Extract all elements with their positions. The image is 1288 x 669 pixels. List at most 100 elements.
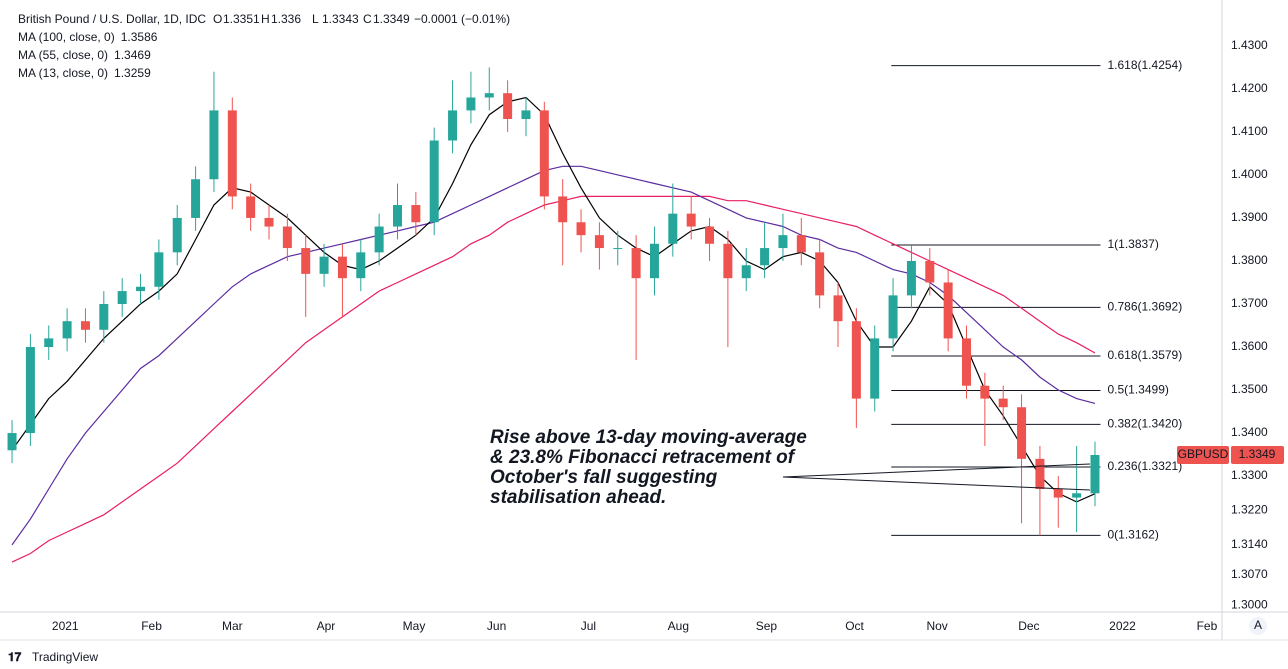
candle-body (613, 248, 623, 250)
x-tick-label: Nov (926, 619, 947, 633)
y-tick-label: 1.3300 (1231, 468, 1268, 482)
candle-body (558, 196, 568, 223)
scale-button-label[interactable]: A (1254, 618, 1262, 632)
candle-body (870, 338, 880, 399)
footer: 𝟏𝟕 TradingView A (0, 617, 1288, 664)
annotation-line: October's fall suggesting (490, 467, 718, 488)
candle-body (796, 235, 806, 253)
legend-name: MA (55, close, 0) (18, 48, 108, 62)
y-tick-label: 1.3400 (1231, 425, 1268, 439)
y-tick-label: 1.3140 (1231, 537, 1268, 551)
candle-body (851, 321, 861, 399)
candle-body (411, 205, 421, 223)
x-tick-label: May (403, 619, 426, 633)
candle-body (282, 226, 292, 249)
candle-body (649, 243, 659, 279)
candle-body (319, 256, 329, 274)
annotation-arrows (782, 463, 1091, 491)
x-tick-label: Jun (487, 619, 506, 633)
ohlc-label: O (213, 12, 222, 26)
candle-body (686, 213, 696, 227)
arrow (782, 463, 1091, 478)
ohlc-label: L (312, 12, 319, 26)
ohlc-value: 1.3351 (223, 12, 260, 26)
footer-brand: TradingView (32, 650, 98, 664)
footer-logo-mark: 𝟏𝟕 (8, 650, 22, 664)
legend-name: MA (100, close, 0) (18, 30, 115, 44)
symbol-label: GBPUSD (1178, 447, 1229, 461)
candle-body (337, 256, 347, 279)
candle-body (227, 110, 237, 197)
fib-label: 0.236(1.3321) (1107, 459, 1182, 473)
annotation-line: stabilisation ahead. (490, 487, 666, 508)
candle-body (1053, 488, 1063, 498)
legend-value: 1.3259 (114, 66, 151, 80)
y-tick-label: 1.4200 (1231, 81, 1268, 95)
candle-body (1072, 493, 1082, 498)
y-tick-label: 1.4000 (1231, 167, 1268, 181)
y-tick-label: 1.3800 (1231, 253, 1268, 267)
candle-body (484, 93, 494, 98)
chart-title: British Pound / U.S. Dollar, 1D, IDC (18, 12, 206, 26)
candle-body (576, 222, 586, 236)
candle-body (1090, 454, 1100, 494)
ohlc-value: 1.3349 (373, 12, 410, 26)
x-tick-label: Apr (317, 619, 336, 633)
candle-body (1017, 407, 1027, 459)
candle-body (25, 347, 35, 434)
fib-label: 0.786(1.3692) (1107, 300, 1182, 314)
x-tick-label: 2021 (52, 619, 79, 633)
candle-body (906, 260, 916, 296)
candle-body (668, 213, 678, 244)
candle-body (44, 338, 54, 348)
annotation-line: & 23.8% Fibonacci retracement of (490, 447, 796, 468)
candle-body (80, 321, 90, 330)
candle-body (392, 205, 402, 227)
fib-label: 0(1.3162) (1107, 528, 1158, 542)
axes: 1.4300 1.4200 1.4100 1.4000 1.3900 1.3800 1.37… (52, 38, 1284, 633)
fib-label: 0.382(1.3420) (1107, 417, 1182, 431)
candle-body (172, 217, 182, 253)
ohlc-label: C (363, 12, 372, 26)
x-tick-label: Feb (1197, 619, 1218, 633)
ohlc-label: H (261, 12, 270, 26)
ohlc-value: 1.336 (271, 12, 301, 26)
ma-line (11, 195, 1096, 563)
x-tick-label: Mar (222, 619, 243, 633)
candle-body (594, 235, 604, 249)
x-tick-label: Jul (581, 619, 596, 633)
last-price-label: 1.3349 (1239, 447, 1276, 461)
legend-name: MA (13, close, 0) (18, 66, 108, 80)
x-tick-label: Feb (141, 619, 162, 633)
candle-body (448, 110, 458, 141)
candle-body (209, 110, 219, 180)
x-tick-label: 2022 (1109, 619, 1136, 633)
candle-body (539, 110, 549, 197)
fibonacci: 1.618(1.4254) 1(1.3837) 0.786(1.3692) 0.618… (891, 58, 1182, 542)
fib-label: 1(1.3837) (1107, 237, 1158, 251)
candle-body (301, 248, 311, 274)
candle-body (374, 226, 384, 253)
candle-body (961, 338, 971, 386)
symbol-badge (1177, 445, 1229, 464)
annotation: Rise above 13-day moving-average& 23.8% … (490, 427, 807, 508)
candle-body (521, 110, 531, 120)
x-tick-label: Dec (1018, 619, 1039, 633)
candle-body (998, 398, 1008, 408)
y-tick-label: 1.3000 (1231, 597, 1268, 611)
arrow (782, 476, 1091, 491)
candle-body (815, 252, 825, 296)
candle-body (356, 252, 366, 279)
ohlc-value: 1.3343 (322, 12, 359, 26)
candle-body (117, 291, 127, 304)
x-tick-label: Oct (845, 619, 864, 633)
fib-label: 0.5(1.3499) (1107, 383, 1168, 397)
scale-button[interactable] (1249, 617, 1267, 635)
candle-body (1035, 458, 1045, 489)
candle-body (943, 282, 953, 339)
y-tick-label: 1.3700 (1231, 296, 1268, 310)
candle-body (429, 140, 439, 223)
